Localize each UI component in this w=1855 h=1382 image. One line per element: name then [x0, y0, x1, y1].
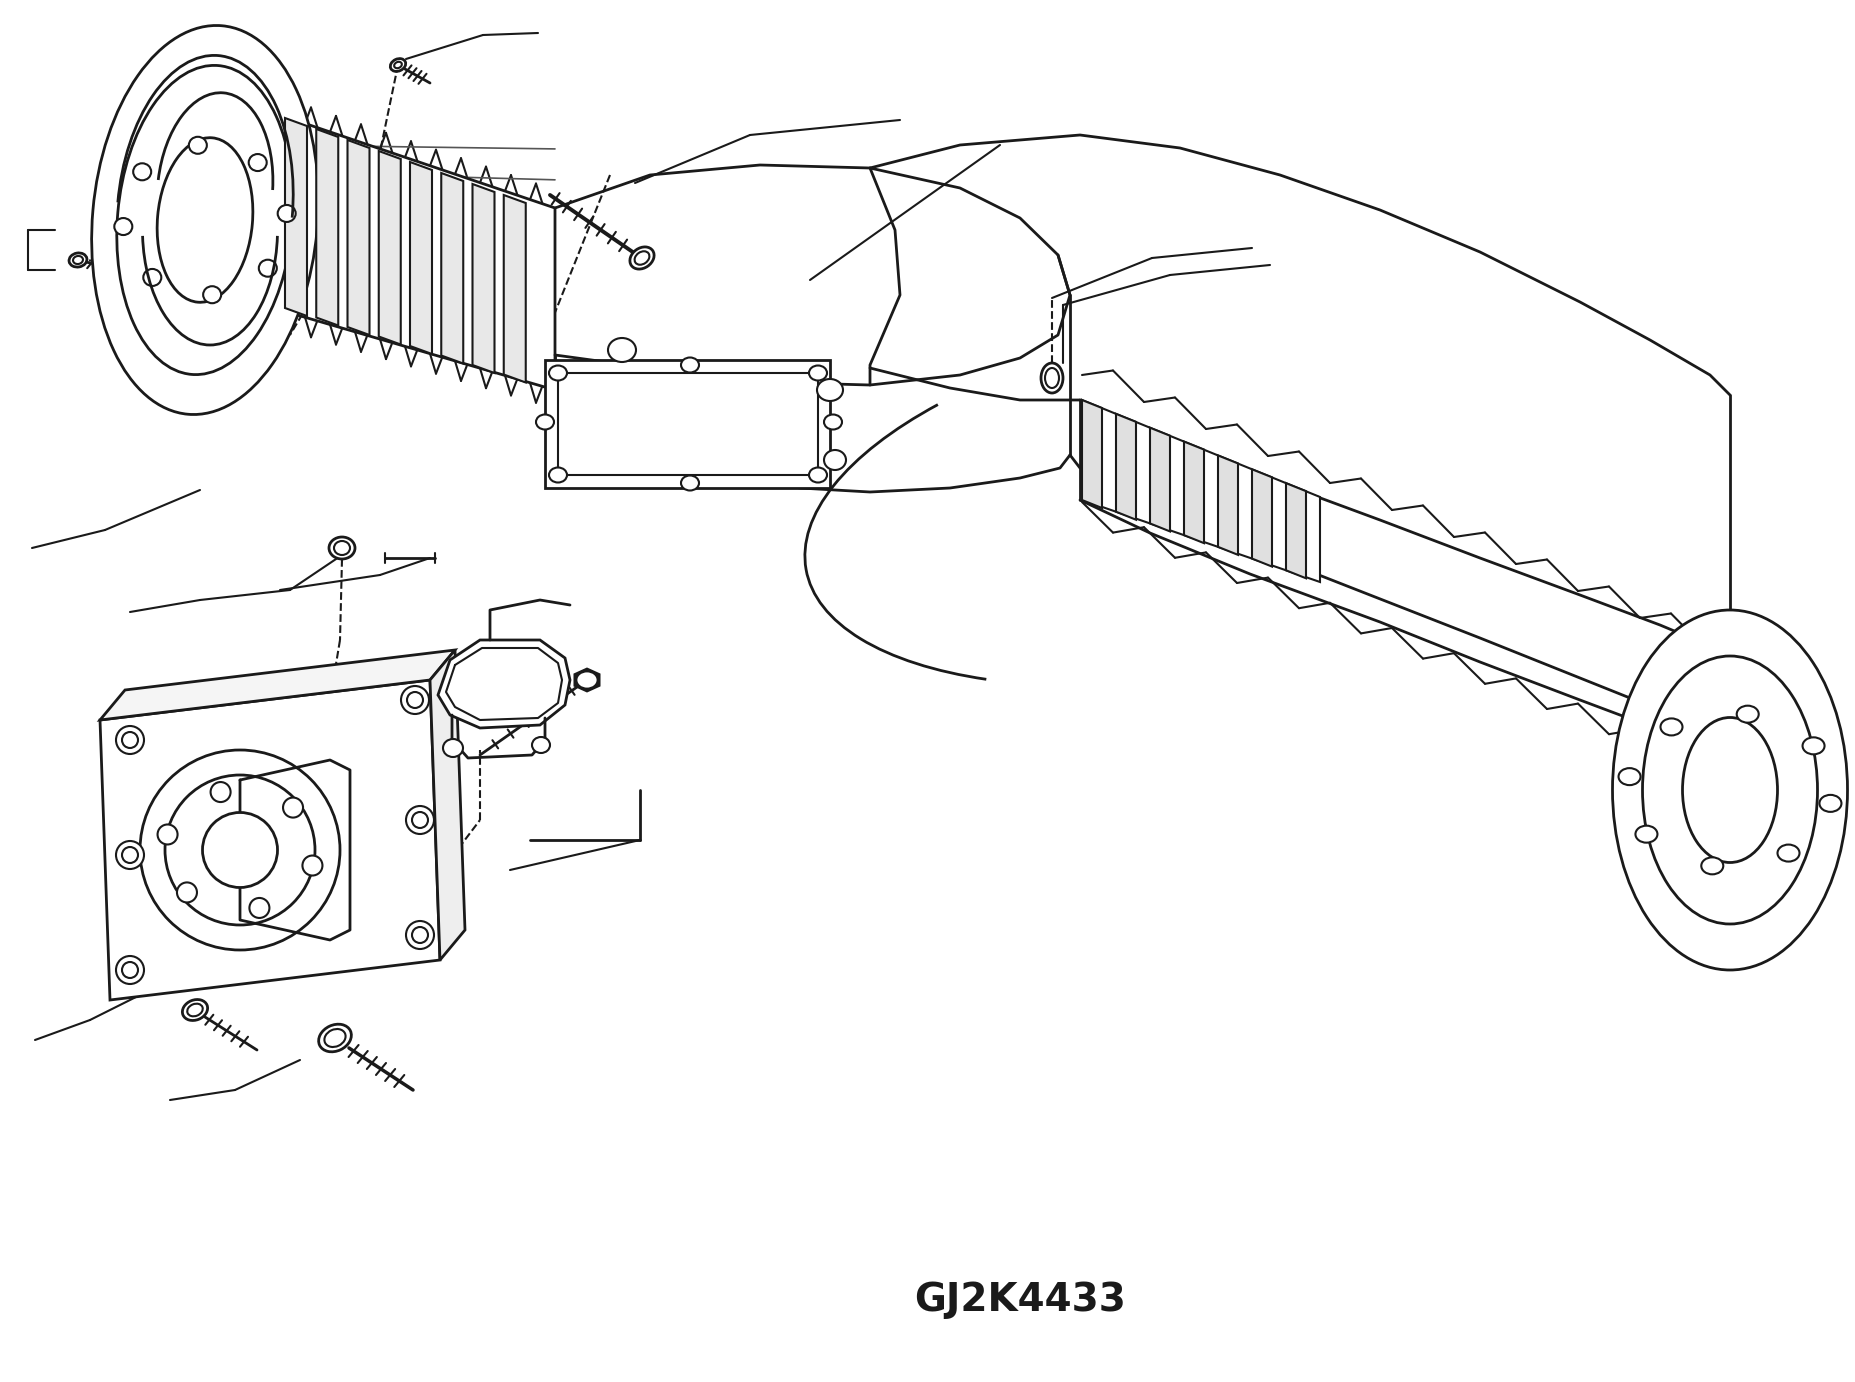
Ellipse shape [282, 797, 302, 818]
Ellipse shape [1642, 656, 1816, 925]
Polygon shape [347, 140, 369, 334]
Ellipse shape [258, 260, 276, 276]
Ellipse shape [406, 920, 434, 949]
Polygon shape [315, 129, 338, 326]
Ellipse shape [681, 358, 699, 373]
Ellipse shape [412, 927, 429, 943]
Ellipse shape [165, 775, 315, 925]
Polygon shape [410, 162, 432, 354]
Ellipse shape [1618, 768, 1640, 785]
Ellipse shape [202, 813, 278, 887]
Polygon shape [1183, 442, 1204, 543]
Ellipse shape [139, 750, 339, 949]
Ellipse shape [575, 672, 597, 690]
Ellipse shape [122, 732, 137, 748]
Ellipse shape [1736, 706, 1759, 723]
Ellipse shape [1777, 844, 1799, 861]
Ellipse shape [549, 365, 566, 380]
Ellipse shape [824, 451, 846, 470]
Ellipse shape [176, 883, 197, 902]
Polygon shape [473, 184, 493, 373]
Polygon shape [286, 117, 306, 316]
Ellipse shape [634, 252, 649, 265]
Ellipse shape [549, 467, 566, 482]
Ellipse shape [532, 737, 549, 753]
Ellipse shape [202, 286, 221, 303]
Polygon shape [1252, 470, 1271, 567]
Ellipse shape [393, 62, 403, 68]
Ellipse shape [1041, 363, 1063, 392]
Polygon shape [1115, 413, 1135, 520]
Polygon shape [545, 359, 829, 488]
Polygon shape [1217, 456, 1237, 554]
Polygon shape [441, 173, 464, 363]
Ellipse shape [334, 540, 351, 556]
Ellipse shape [536, 415, 553, 430]
Ellipse shape [809, 365, 827, 380]
Polygon shape [100, 680, 440, 1001]
Ellipse shape [278, 205, 295, 223]
Ellipse shape [325, 1030, 345, 1048]
Ellipse shape [69, 253, 87, 267]
Ellipse shape [319, 1024, 351, 1052]
Ellipse shape [816, 379, 842, 401]
Ellipse shape [210, 782, 230, 802]
Ellipse shape [1612, 609, 1846, 970]
Ellipse shape [158, 825, 178, 844]
Polygon shape [575, 669, 599, 691]
Ellipse shape [182, 999, 208, 1020]
Polygon shape [1081, 399, 1319, 582]
Ellipse shape [122, 962, 137, 978]
Ellipse shape [158, 138, 252, 303]
Ellipse shape [406, 806, 434, 833]
Ellipse shape [134, 163, 150, 180]
Text: GJ2K4433: GJ2K4433 [913, 1281, 1126, 1318]
Ellipse shape [187, 1003, 202, 1016]
Polygon shape [430, 650, 466, 960]
Ellipse shape [115, 726, 145, 755]
Ellipse shape [809, 467, 827, 482]
Ellipse shape [115, 842, 145, 869]
Ellipse shape [249, 153, 267, 171]
Ellipse shape [390, 58, 406, 72]
Ellipse shape [443, 739, 462, 757]
Ellipse shape [91, 25, 319, 415]
Ellipse shape [1701, 857, 1721, 875]
Polygon shape [438, 640, 569, 728]
Ellipse shape [189, 137, 206, 153]
Ellipse shape [1818, 795, 1840, 811]
Ellipse shape [143, 269, 161, 286]
Ellipse shape [72, 256, 83, 264]
Ellipse shape [328, 538, 354, 558]
Ellipse shape [406, 692, 423, 708]
Polygon shape [280, 115, 555, 390]
Ellipse shape [1682, 717, 1777, 862]
Polygon shape [100, 650, 454, 720]
Polygon shape [1286, 484, 1306, 578]
Ellipse shape [1044, 368, 1059, 388]
Ellipse shape [629, 247, 653, 269]
Ellipse shape [1634, 825, 1657, 843]
Ellipse shape [249, 898, 269, 918]
Ellipse shape [608, 339, 636, 362]
Polygon shape [1150, 427, 1169, 532]
Ellipse shape [401, 685, 429, 714]
Ellipse shape [302, 855, 323, 876]
Ellipse shape [115, 956, 145, 984]
Ellipse shape [117, 65, 293, 375]
Ellipse shape [824, 415, 842, 430]
Ellipse shape [412, 813, 429, 828]
Ellipse shape [681, 475, 699, 491]
Polygon shape [503, 195, 525, 383]
Ellipse shape [115, 218, 132, 235]
Polygon shape [378, 151, 401, 344]
Polygon shape [1081, 399, 1102, 509]
Ellipse shape [122, 847, 137, 862]
Ellipse shape [1801, 738, 1823, 755]
Ellipse shape [1660, 719, 1682, 735]
